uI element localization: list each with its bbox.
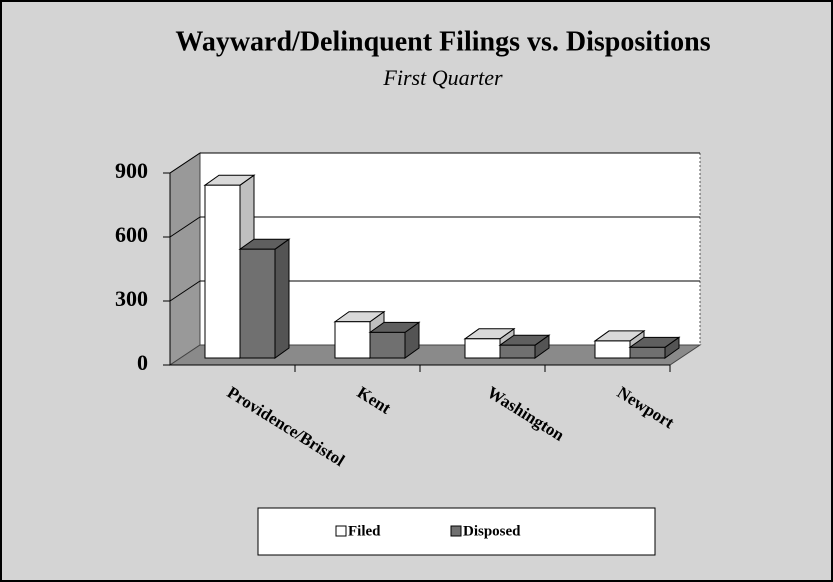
grid-line <box>169 216 201 238</box>
bar-side <box>274 238 290 359</box>
y-tick-label: 600 <box>115 222 148 247</box>
y-tick-label: 0 <box>137 350 148 375</box>
bar <box>594 340 631 359</box>
bar <box>239 248 276 359</box>
bar <box>464 338 501 359</box>
bar <box>334 321 371 359</box>
legend-label: Filed <box>348 523 381 539</box>
chart-subtitle: First Quarter <box>382 65 503 90</box>
bar <box>629 346 666 359</box>
legend-swatch <box>335 525 347 537</box>
grid-line <box>169 152 201 174</box>
bar <box>499 344 536 359</box>
bar <box>204 184 241 359</box>
chart-title: Wayward/Delinquent Filings vs. Dispositi… <box>175 26 710 57</box>
y-tick-label: 900 <box>115 158 148 183</box>
legend-label: Disposed <box>463 523 521 539</box>
legend-swatch <box>450 525 462 537</box>
side-wall <box>169 152 201 366</box>
y-tick-label: 300 <box>115 286 148 311</box>
bar <box>369 331 406 359</box>
grid-line <box>169 280 201 302</box>
